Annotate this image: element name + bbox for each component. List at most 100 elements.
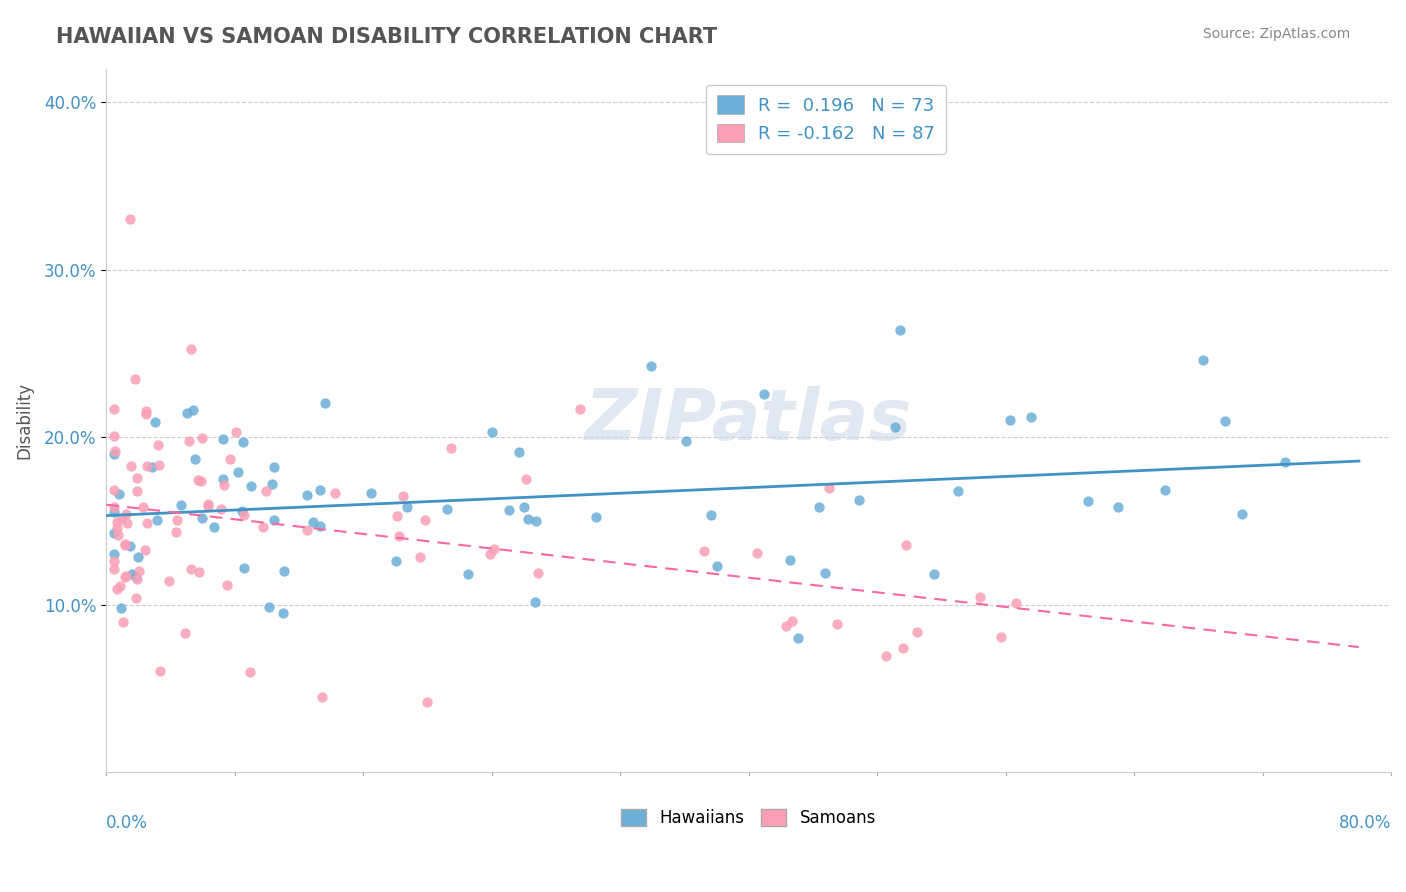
Point	[146, 513, 169, 527]
Point	[782, 614, 804, 628]
Point	[190, 474, 212, 488]
Point	[197, 497, 219, 511]
Point	[568, 401, 591, 416]
Point	[481, 425, 503, 440]
Point	[482, 541, 505, 556]
Point	[197, 500, 219, 514]
Point	[308, 519, 330, 533]
Point	[134, 543, 156, 558]
Point	[297, 488, 319, 502]
Point	[775, 619, 797, 633]
Point	[1077, 493, 1099, 508]
Point	[1192, 353, 1215, 368]
Point	[905, 624, 928, 639]
Point	[231, 435, 253, 450]
Point	[515, 472, 537, 486]
Point	[103, 562, 125, 576]
Text: Source: ZipAtlas.com: Source: ZipAtlas.com	[1202, 27, 1350, 41]
Point	[141, 460, 163, 475]
Point	[675, 434, 697, 449]
Legend: Hawaiians, Samoans: Hawaiians, Samoans	[614, 803, 883, 834]
Point	[125, 570, 148, 584]
Point	[170, 498, 193, 512]
Point	[211, 433, 233, 447]
Point	[135, 404, 157, 418]
Point	[1230, 507, 1253, 521]
Point	[436, 502, 458, 516]
Point	[212, 471, 235, 485]
Point	[103, 447, 125, 461]
Point	[894, 538, 917, 552]
Point	[1107, 500, 1129, 514]
Point	[969, 590, 991, 604]
Point	[409, 549, 432, 564]
Point	[700, 508, 723, 523]
Point	[115, 507, 138, 521]
Point	[1019, 409, 1042, 424]
Text: 0.0%: 0.0%	[107, 814, 148, 832]
Point	[323, 486, 346, 500]
Point	[115, 569, 138, 583]
Point	[105, 521, 128, 535]
Point	[103, 547, 125, 561]
Point	[745, 546, 768, 560]
Point	[998, 412, 1021, 426]
Point	[252, 520, 274, 534]
Point	[295, 523, 318, 537]
Point	[103, 554, 125, 568]
Point	[1153, 483, 1175, 497]
Point	[120, 458, 142, 473]
Point	[103, 483, 125, 497]
Point	[149, 664, 172, 678]
Point	[184, 451, 207, 466]
Point	[232, 560, 254, 574]
Point	[395, 500, 418, 514]
Point	[524, 595, 547, 609]
Point	[187, 565, 209, 579]
Point	[127, 471, 149, 485]
Point	[1274, 455, 1296, 469]
Point	[104, 443, 127, 458]
Point	[191, 511, 214, 525]
Point	[103, 429, 125, 443]
Text: HAWAIIAN VS SAMOAN DISABILITY CORRELATION CHART: HAWAIIAN VS SAMOAN DISABILITY CORRELATIO…	[56, 27, 717, 46]
Point	[807, 500, 830, 515]
Point	[513, 500, 536, 514]
Point	[107, 528, 129, 542]
Point	[457, 567, 479, 582]
Point	[271, 606, 294, 620]
Point	[103, 401, 125, 416]
Point	[779, 552, 801, 566]
Point	[263, 513, 285, 527]
Point	[215, 578, 238, 592]
Point	[693, 544, 716, 558]
Point	[990, 630, 1012, 644]
Point	[125, 572, 148, 586]
Point	[148, 458, 170, 473]
Point	[120, 212, 142, 227]
Point	[125, 591, 148, 606]
Point	[311, 690, 333, 704]
Point	[132, 500, 155, 514]
Point	[135, 407, 157, 421]
Point	[891, 640, 914, 655]
Point	[114, 537, 136, 551]
Point	[110, 579, 132, 593]
Point	[181, 402, 204, 417]
Point	[1005, 597, 1028, 611]
Point	[263, 459, 285, 474]
Point	[148, 438, 170, 452]
Text: 80.0%: 80.0%	[1339, 814, 1391, 832]
Point	[105, 515, 128, 529]
Point	[946, 483, 969, 498]
Point	[165, 524, 187, 539]
Point	[706, 558, 728, 573]
Point	[260, 477, 283, 491]
Point	[114, 537, 136, 551]
Text: ZIPatlas: ZIPatlas	[585, 385, 912, 455]
Point	[157, 574, 180, 589]
Point	[308, 483, 330, 497]
Point	[225, 425, 247, 439]
Point	[478, 547, 501, 561]
Point	[239, 665, 262, 679]
